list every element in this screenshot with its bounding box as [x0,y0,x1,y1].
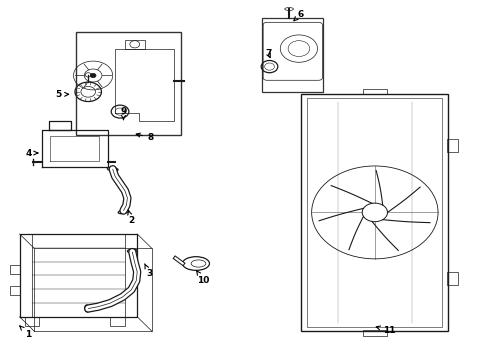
Bar [447,139,458,152]
Bar [363,89,387,94]
Ellipse shape [118,210,129,214]
Text: 8: 8 [136,133,154,142]
Text: 3: 3 [145,264,152,278]
Text: 10: 10 [196,270,210,284]
Bar [10,286,20,295]
Bar [262,18,323,92]
Bar [76,32,181,135]
Bar [307,98,442,327]
Ellipse shape [85,305,90,312]
Text: 2: 2 [128,210,134,225]
Text: 5: 5 [56,90,69,99]
Text: 1: 1 [20,326,31,338]
Ellipse shape [107,167,118,171]
Bar [363,330,387,336]
Bar [20,234,32,317]
Bar [24,317,39,326]
Bar [10,265,20,274]
Bar [125,40,145,49]
Circle shape [90,73,96,78]
Bar [447,273,458,285]
Text: 11: 11 [376,326,396,335]
Bar [125,234,137,317]
Bar [301,94,448,331]
Text: 6: 6 [294,10,303,21]
Ellipse shape [127,249,137,253]
Text: 9: 9 [120,107,127,120]
Bar [110,317,125,326]
Text: 7: 7 [265,49,272,58]
Text: 4: 4 [25,149,38,158]
